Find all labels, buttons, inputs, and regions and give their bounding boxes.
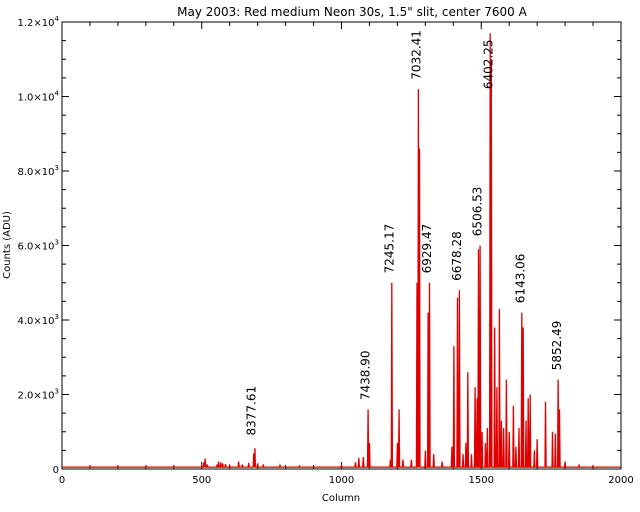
- y-axis-label: Counts (ADU): [2, 211, 13, 279]
- axis-ticks: 0 500 1000 1500 200002.0×1034.0×1036.0×1038.…: [18, 15, 634, 486]
- peak-label: 6402.25: [481, 39, 495, 89]
- y-tick-label: 2.0×103: [18, 388, 59, 402]
- y-tick-mantissa: 4.0×10: [18, 316, 55, 327]
- peak-label: 7438.90: [359, 350, 373, 400]
- y-tick-exponent: 3: [55, 239, 59, 247]
- peak-label: 5852.49: [550, 321, 564, 371]
- x-tick-label: 0: [59, 475, 65, 486]
- x-axis-label: Column: [322, 493, 360, 504]
- y-tick-mantissa: 0: [53, 465, 59, 476]
- spectrum-line: [62, 33, 621, 468]
- chart-title: May 2003: Red medium Neon 30s, 1.5" slit…: [177, 5, 527, 19]
- x-tick-label: 1500: [469, 475, 494, 486]
- y-tick-exponent: 3: [55, 164, 59, 172]
- plot-frame: [61, 21, 622, 470]
- y-tick-label: 4.0×103: [18, 313, 59, 327]
- y-tick-label: 1.2×104: [18, 15, 60, 29]
- x-tick-label: 2000: [608, 475, 633, 486]
- y-tick-label: 0: [53, 465, 59, 476]
- y-tick-mantissa: 1.0×10: [18, 93, 55, 104]
- peak-label: 6506.53: [470, 187, 484, 237]
- y-tick-exponent: 4: [55, 15, 60, 23]
- x-tick-label: 500: [192, 475, 211, 486]
- peak-label: 6143.06: [513, 254, 527, 304]
- peak-label: 7245.17: [383, 224, 397, 274]
- y-tick-mantissa: 8.0×10: [18, 167, 55, 178]
- y-tick-mantissa: 1.2×10: [18, 18, 55, 29]
- y-tick-label: 1.0×104: [18, 90, 60, 104]
- peak-label: 7032.41: [409, 30, 423, 80]
- x-tick-label: 1000: [329, 475, 354, 486]
- y-tick-exponent: 3: [55, 313, 59, 321]
- peak-label: 8377.61: [244, 386, 258, 436]
- peak-label: 6929.47: [420, 224, 434, 274]
- y-tick-mantissa: 2.0×10: [18, 391, 55, 402]
- series-group: [62, 33, 621, 468]
- y-tick-exponent: 4: [55, 90, 60, 98]
- y-tick-label: 6.0×103: [18, 239, 59, 253]
- y-tick-label: 8.0×103: [18, 164, 59, 178]
- y-tick-exponent: 3: [55, 388, 59, 396]
- annotation-group: 8377.61 7438.90 7245.17 7032.41 6929.47 6678.…: [244, 30, 564, 435]
- peak-label: 6678.28: [450, 231, 464, 281]
- y-tick-mantissa: 6.0×10: [18, 242, 55, 253]
